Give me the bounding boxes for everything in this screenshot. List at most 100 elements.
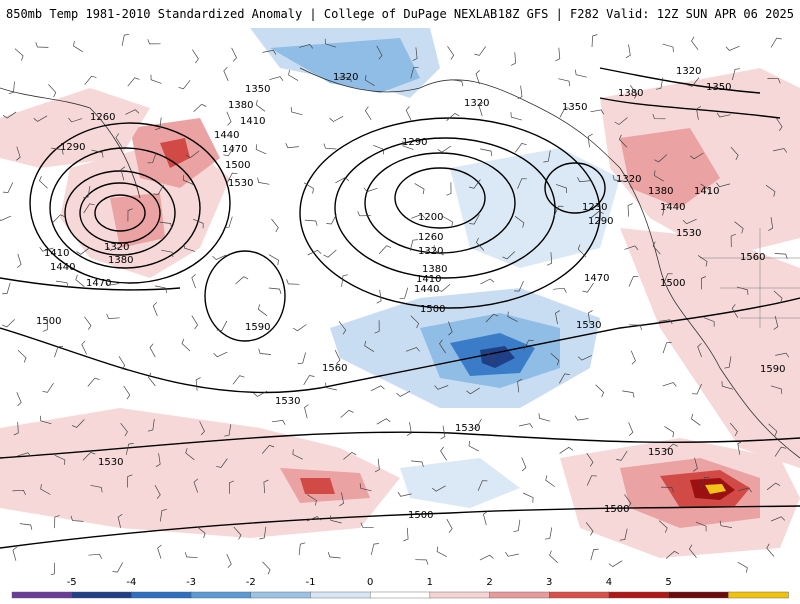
warm-area-tropics-west <box>0 408 400 538</box>
contour-label: 1560 <box>322 363 347 374</box>
colorbar-cell <box>310 591 371 599</box>
wind-barb <box>192 49 199 64</box>
contour-1530-south <box>0 431 800 459</box>
wind-barb <box>410 315 420 329</box>
wind-barb <box>82 451 96 461</box>
contour-label: 1230 <box>582 202 607 213</box>
wind-barb <box>191 274 196 289</box>
wind-barb <box>510 52 516 66</box>
wind-barb <box>329 115 344 122</box>
wind-barb <box>341 274 348 287</box>
wind-barb <box>767 78 781 84</box>
cold-area-core <box>480 346 515 368</box>
wind-barb <box>624 245 639 251</box>
contour-label: 1440 <box>50 262 75 273</box>
warm-area-northeast-mid <box>620 128 720 208</box>
wind-barb <box>76 247 90 255</box>
wind-barb <box>434 385 449 390</box>
wind-barb <box>304 404 309 419</box>
wind-barb <box>223 216 233 228</box>
wind-barb <box>90 484 103 493</box>
wind-barb <box>2 182 14 193</box>
coastline-asia <box>0 87 141 199</box>
wind-barb <box>559 446 574 454</box>
wind-barb <box>232 375 245 385</box>
wind-barb <box>364 75 375 86</box>
wind-barb <box>403 527 409 542</box>
wind-barb <box>409 239 418 251</box>
wind-barb <box>734 221 744 234</box>
wind-barb <box>325 382 337 391</box>
contour-label: 1260 <box>418 232 443 243</box>
wind-barb <box>269 76 284 81</box>
wind-barb <box>154 285 168 293</box>
colorbar-cell <box>429 591 491 599</box>
wind-barb <box>343 451 357 460</box>
wind-barb <box>521 457 527 472</box>
wind-barb <box>39 175 48 189</box>
wind-barb <box>770 37 782 48</box>
wind-barb <box>120 166 126 181</box>
wind-barb <box>127 77 140 87</box>
wind-barb <box>370 385 385 392</box>
model-valid-time: 18Z GFS | F282 Valid: 12Z SUN APR 06 202… <box>497 7 794 21</box>
wind-barb <box>181 338 191 352</box>
contour-label: 1350 <box>706 82 731 93</box>
wind-barb <box>514 280 524 292</box>
wind-barb <box>12 489 26 496</box>
wind-barb <box>157 544 162 559</box>
wind-barb <box>406 422 412 436</box>
wind-barb <box>466 387 480 395</box>
wind-barb <box>106 313 120 319</box>
wind-barb <box>118 356 126 370</box>
wind-barb <box>411 213 426 219</box>
wind-barb <box>193 478 199 493</box>
wind-barb <box>510 112 522 121</box>
wind-barb <box>54 346 64 358</box>
contour-label: 1470 <box>584 273 609 284</box>
wind-barb <box>374 458 380 473</box>
wind-barb <box>738 487 752 493</box>
wind-barb <box>83 203 95 214</box>
wind-barb <box>364 106 372 121</box>
wind-barb <box>261 444 275 454</box>
wind-barb <box>357 211 371 217</box>
wind-barb <box>307 249 322 256</box>
wind-barb <box>161 249 174 258</box>
wind-barb <box>469 214 480 225</box>
wind-barb <box>479 554 494 561</box>
wind-barb <box>127 474 133 488</box>
wind-barb <box>693 457 698 472</box>
wind-barb <box>185 448 195 461</box>
wind-barb <box>773 315 779 330</box>
wind-barb <box>446 112 460 121</box>
wind-barb <box>725 45 740 51</box>
wind-barb <box>360 522 374 528</box>
wind-barb <box>440 425 446 440</box>
wind-barb <box>257 177 270 185</box>
contour-label: 1260 <box>90 112 115 123</box>
colorbar-cell <box>728 591 789 599</box>
contour-1320-northeast <box>599 67 761 94</box>
wind-barb <box>271 218 279 233</box>
colorbar-ticks: -5 -4 -3 -2 -1 0 1 2 3 4 5 <box>67 577 672 588</box>
contour-label: 1320 <box>104 242 129 253</box>
colorbar-cells <box>11 591 789 599</box>
wind-barb <box>150 74 162 84</box>
colorbar-cell <box>131 591 192 599</box>
wind-barb <box>213 351 228 358</box>
wind-barb <box>558 78 571 87</box>
wind-barb <box>397 491 412 497</box>
wind-barb <box>478 102 484 117</box>
colorbar-tick-label: -4 <box>126 577 136 588</box>
wind-barb <box>292 449 303 460</box>
contour-label: 1410 <box>240 116 265 127</box>
cold-area-south <box>400 458 520 508</box>
wind-barb <box>442 216 453 227</box>
colorbar-tick-label: 2 <box>486 577 492 588</box>
wind-barb <box>663 273 673 285</box>
wind-barb <box>582 282 594 293</box>
wind-barb <box>689 152 704 160</box>
wind-barb <box>770 516 786 522</box>
colorbar-cell <box>369 591 431 599</box>
